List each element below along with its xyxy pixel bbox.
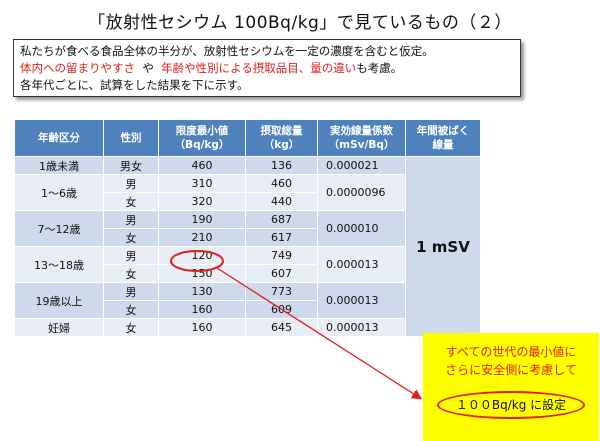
table-row: 1歳未満 男女 460 136 0.000021 1 mSV (14, 156, 481, 337)
table-header-row: 年齢区分 性別 限度最小値 （Bq/kg） 摂取総量 （kg） 実効線量係数 （mSv… (14, 119, 481, 157)
intake-cell: 136 (245, 156, 318, 175)
sex-cell: 女 (103, 318, 159, 337)
callout-line-2: さらに安全側に考慮して (445, 363, 577, 377)
intake-cell: 749 (245, 246, 318, 265)
sex-cell: 男 (103, 282, 159, 301)
sex-cell: 男 (103, 210, 159, 229)
age-cell: 妊婦 (14, 318, 104, 337)
header-sex: 性別 (103, 119, 159, 157)
coef-cell: 0.000013 (317, 282, 406, 319)
table-row: 女 210 617 (15, 228, 481, 247)
note-connector: や (142, 61, 154, 75)
sex-cell: 男 (103, 246, 159, 265)
sex-cell: 女 (103, 192, 159, 211)
sex-cell: 女 (103, 300, 159, 319)
age-cell: 13～18歳 (14, 246, 104, 283)
note-line-2: 体内への留まりやすさ や 年齢や性別による摂取品目、量の違いも考慮。 (20, 60, 514, 77)
header-dose-coefficient: 実効線量係数 （mSv/Bq） (317, 119, 406, 157)
intake-cell: 645 (245, 318, 318, 337)
sex-cell: 女 (103, 228, 159, 247)
limit-cell-minimum: 120 (158, 246, 246, 265)
coef-cell: 0.000013 (317, 246, 406, 283)
setting-value-oval: １００Bq/kg に設定 (437, 391, 585, 419)
coef-cell: 0.0000096 (317, 174, 406, 211)
intake-cell: 607 (245, 264, 318, 283)
conclusion-callout: すべての世代の最小値に さらに安全側に考慮して １００Bq/kg に設定 (423, 333, 599, 441)
limit-cell: 310 (158, 174, 246, 193)
intake-cell: 687 (245, 210, 318, 229)
intake-cell: 617 (245, 228, 318, 247)
note-line-2-end: も考慮。 (356, 61, 403, 75)
limit-cell: 160 (158, 300, 246, 319)
coef-cell: 0.000021 (317, 156, 406, 175)
annual-dose-value: 1 mSV (405, 156, 481, 337)
assumption-note-box: 私たちが食べる食品全体の半分が、放射性セシウムを一定の濃度を含むと仮定。 体内へ… (13, 39, 521, 97)
header-annual-dose: 年間被ばく 線量 (405, 119, 481, 157)
limit-cell: 210 (158, 228, 246, 247)
age-cell: 7～12歳 (14, 210, 104, 247)
header-intake-total: 摂取総量 （kg） (245, 119, 318, 157)
page-title: 「放射性セシウム 100Bq/kg」で見ているもの（２） (88, 13, 512, 33)
age-cell: 1～6歳 (14, 174, 104, 211)
note-highlight-retention: 体内への留まりやすさ (20, 61, 135, 75)
intake-cell: 440 (245, 192, 318, 211)
note-line-1: 私たちが食べる食品全体の半分が、放射性セシウムを一定の濃度を含むと仮定。 (20, 44, 434, 58)
note-line-3: 各年代ごとに、試算をした結果を下に示す。 (20, 78, 249, 92)
limit-cell: 150 (158, 264, 246, 283)
header-age-group: 年齢区分 (14, 119, 104, 157)
note-highlight-intake-difference: 年齢や性別による摂取品目、量の違い (161, 61, 357, 75)
limit-cell: 190 (158, 210, 246, 229)
limit-cell: 130 (158, 282, 246, 301)
intake-cell: 460 (245, 174, 318, 193)
intake-cell: 773 (245, 282, 318, 301)
intake-cell: 609 (245, 300, 318, 319)
callout-line-1: すべての世代の最小値に (445, 345, 577, 359)
coef-cell: 0.000013 (317, 318, 406, 337)
table-row: 女 320 440 (15, 192, 481, 211)
table-row: 7～12歳 男 190 687 0.000010 (14, 210, 481, 247)
sex-cell: 男女 (103, 156, 159, 175)
limit-cell: 460 (158, 156, 246, 175)
limit-cell: 320 (158, 192, 246, 211)
age-cell: 19歳以上 (14, 282, 104, 319)
limit-cell: 160 (158, 318, 246, 337)
dose-calculation-table: 年齢区分 性別 限度最小値 （Bq/kg） 摂取総量 （kg） 実効線量係数 （mSv… (14, 119, 481, 337)
header-limit-min: 限度最小値 （Bq/kg） (158, 119, 246, 157)
sex-cell: 男 (103, 174, 159, 193)
coef-cell: 0.000010 (317, 210, 406, 247)
age-cell: 1歳未満 (14, 156, 104, 175)
sex-cell: 女 (103, 264, 159, 283)
